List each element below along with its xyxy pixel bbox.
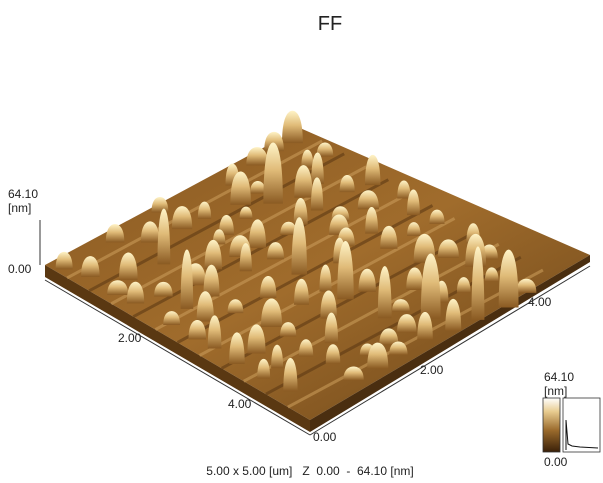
afm-figure: FF 64.10 [nm] 0.00 2.00 4.00 0.00 2.00 4… xyxy=(0,0,603,483)
z-max: 64.10 xyxy=(8,187,38,201)
colorbar xyxy=(543,398,560,452)
z-min: 0.00 xyxy=(8,262,32,276)
tick-label: 4.00 xyxy=(528,295,552,309)
peak xyxy=(151,197,168,212)
colorbar-unit: [nm] xyxy=(544,384,567,398)
peak xyxy=(282,111,303,143)
tick-label: 2.00 xyxy=(118,331,142,345)
caption: 5.00 x 5.00 [um] Z 0.00 - 64.10 [nm] xyxy=(206,464,413,478)
tick-label: 2.00 xyxy=(420,363,444,377)
colorbar-min: 0.00 xyxy=(544,455,568,469)
colorbar-max: 64.10 xyxy=(544,370,574,384)
tick-label: 0.00 xyxy=(313,430,337,444)
z-unit: [nm] xyxy=(8,201,31,215)
tick-label: 4.00 xyxy=(228,397,252,411)
title: FF xyxy=(318,13,342,35)
